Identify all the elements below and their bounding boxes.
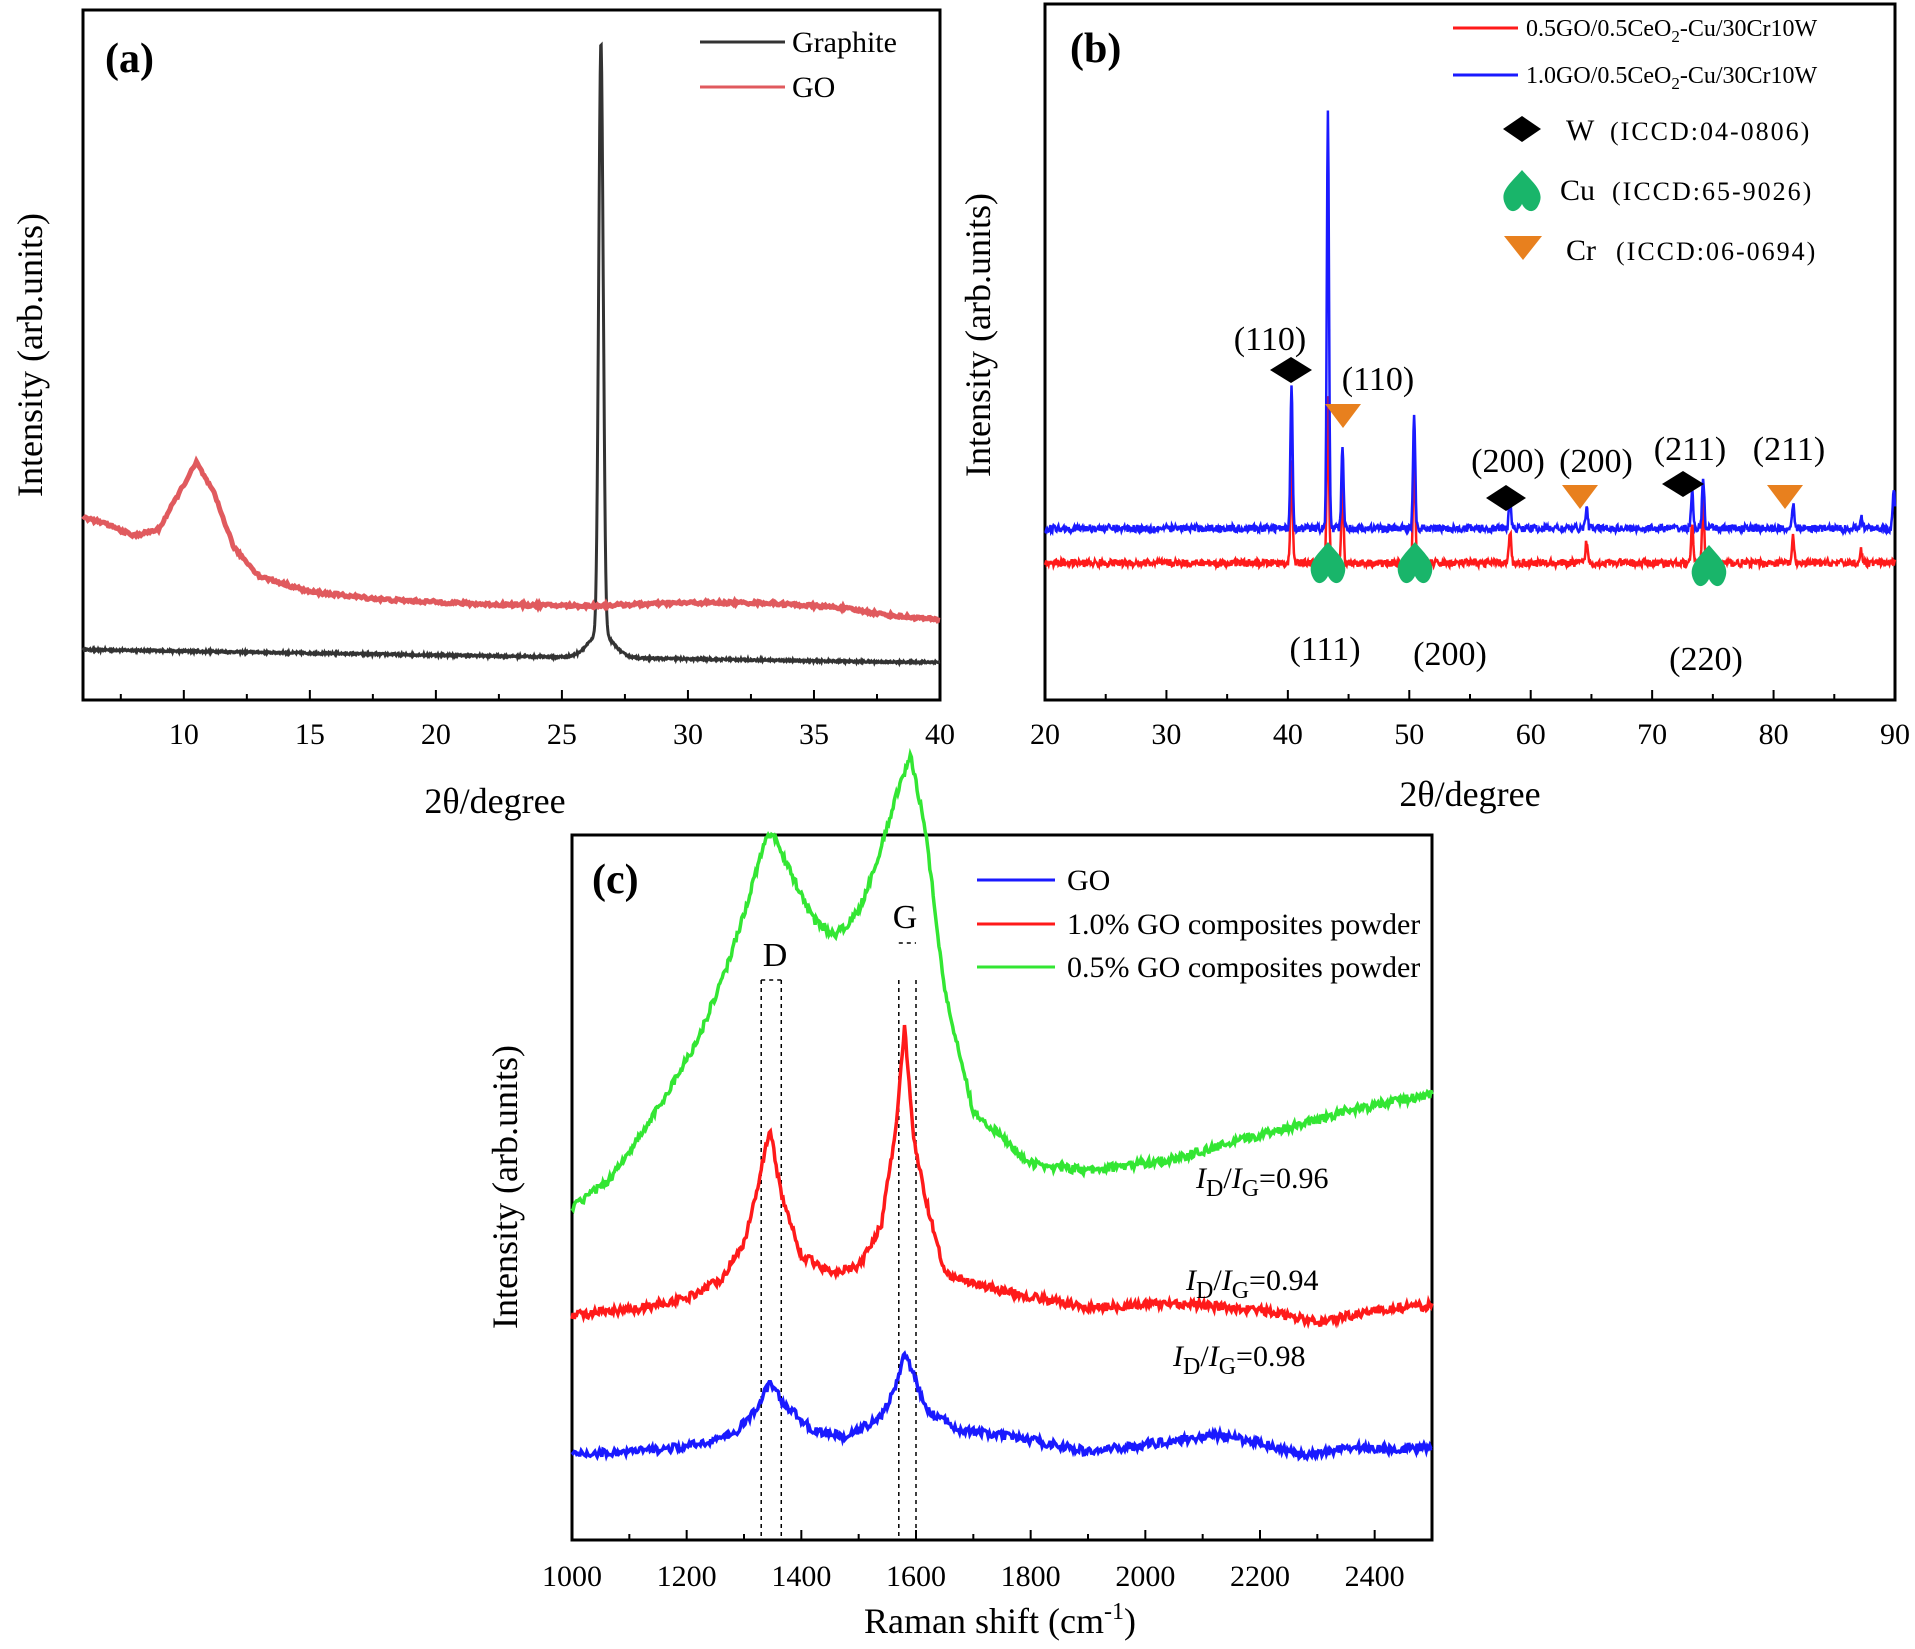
panel-b-legend-w-icdd: (ICCD:04-0806) xyxy=(1610,117,1811,146)
panel-b-legend-red: 0.5GO/0.5CeO2-Cu/30Cr10W xyxy=(1526,16,1817,46)
panel-c-band-g: G xyxy=(893,899,918,936)
panel-c-line-10 xyxy=(570,1024,1434,1330)
panel-b-legend-cu-phase: Cu xyxy=(1560,174,1595,207)
panel-b-line-blue xyxy=(1044,110,1897,537)
panel-b-peak-label-w-200: (200) xyxy=(1471,443,1545,480)
panel-b-label: (b) xyxy=(1070,26,1121,72)
panel-b-legend-cr-triangle xyxy=(1504,236,1542,260)
panel-c-ticks: 1000 1200 1400 1600 1800 2000 2200 2400 xyxy=(542,1530,1405,1593)
panel-b-marker-w-110 xyxy=(1270,357,1312,383)
panel-c-tick-label-1400: 1400 xyxy=(771,1560,831,1593)
panel-b-line-red xyxy=(1043,396,1897,572)
panel-a-tick-label-40: 40 xyxy=(925,718,955,751)
panel-b-tick-label-70: 70 xyxy=(1637,718,1667,751)
panel-a-ticks: 10 15 20 25 30 35 40 xyxy=(119,690,955,751)
panel-b-marker-cu-220 xyxy=(1691,545,1727,587)
panel-a-frame xyxy=(81,8,942,702)
panel-c-tick-label-1200: 1200 xyxy=(657,1560,717,1593)
panel-b-legend-w-diamond xyxy=(1503,116,1541,142)
panel-a-line-go xyxy=(81,455,941,624)
panel-a-tick-label-20: 20 xyxy=(421,718,451,751)
panel-a-tick-label-15: 15 xyxy=(295,718,325,751)
panel-c-legend-go: GO xyxy=(1067,864,1110,897)
panel-a-ylabel: Intensity (arb.units) xyxy=(10,213,50,497)
panel-a-tick-label-30: 30 xyxy=(673,718,703,751)
panel-c-ratio-05: ID/IG=0.96 xyxy=(1195,1162,1328,1202)
panel-c-band-d: D xyxy=(763,937,788,974)
panel-c-line-05 xyxy=(570,747,1434,1215)
panel-b-marker-cu-200 xyxy=(1397,542,1433,584)
panel-b-legend-cr-icdd: (ICCD:06-0694) xyxy=(1616,237,1817,266)
panel-a-label: (a) xyxy=(105,36,154,82)
panel-b-peak-label-w-110: (110) xyxy=(1234,321,1306,358)
panel-b-legend-cr-phase: Cr xyxy=(1566,234,1596,267)
panel-c-tick-label-1000: 1000 xyxy=(542,1560,602,1593)
panel-c-line-go xyxy=(570,1350,1433,1462)
panel-b-peak-label-cu-220: (220) xyxy=(1669,641,1743,678)
panel-b-peak-label-cr-110: (110) xyxy=(1342,361,1414,398)
panel-c-tick-label-2000: 2000 xyxy=(1115,1560,1175,1593)
panel-c-legend-10: 1.0% GO composites powder xyxy=(1067,908,1420,941)
panel-b-marker-cr-200 xyxy=(1562,485,1598,509)
panel-b-tick-label-20: 20 xyxy=(1030,718,1060,751)
panel-a-legend-graphite: Graphite xyxy=(792,26,897,59)
panel-b-marker-w-200 xyxy=(1486,485,1526,511)
panel-a-tick-label-25: 25 xyxy=(547,718,577,751)
panel-a: (a) 10 15 20 25 30 35 40 2θ/degree Intensity (… xyxy=(10,8,955,821)
panel-b-marker-w-211 xyxy=(1662,471,1704,497)
panel-c: (c) 1000 1200 1400 1600 1800 2000 2200 2400 Ram… xyxy=(485,747,1434,1641)
panel-b-xlabel: 2θ/degree xyxy=(1399,774,1540,814)
panel-c-tick-label-1600: 1600 xyxy=(886,1560,946,1593)
panel-c-xlabel: Raman shift (cm-1) xyxy=(864,1599,1136,1641)
panel-a-tick-label-35: 35 xyxy=(799,718,829,751)
panel-b: (b) 20 30 40 50 60 70 80 90 2θ/degree Intensity… xyxy=(958,2,1910,814)
panel-b-frame xyxy=(1043,2,1897,702)
panel-b-peak-label-cr-200: (200) xyxy=(1559,443,1633,480)
panel-b-marker-cr-110 xyxy=(1325,404,1361,428)
panel-b-tick-label-80: 80 xyxy=(1759,718,1789,751)
panel-a-tick-label-10: 10 xyxy=(169,718,199,751)
panel-c-band-guides xyxy=(760,942,917,1540)
panel-b-tick-label-50: 50 xyxy=(1394,718,1424,751)
panel-c-ratio-go: ID/IG=0.98 xyxy=(1172,1340,1305,1380)
panel-b-peak-label-cu-200: (200) xyxy=(1413,636,1487,673)
panel-b-peak-label-cr-211: (211) xyxy=(1753,431,1825,468)
panel-c-ylabel: Intensity (arb.units) xyxy=(485,1045,525,1329)
panel-c-ratio-10: ID/IG=0.94 xyxy=(1185,1264,1318,1304)
panel-c-legend-05: 0.5% GO composites powder xyxy=(1067,951,1420,984)
panel-b-tick-label-40: 40 xyxy=(1273,718,1303,751)
panel-c-tick-label-2200: 2200 xyxy=(1230,1560,1290,1593)
panel-b-legend-w-phase: W xyxy=(1566,114,1595,147)
panel-c-lines xyxy=(570,747,1434,1462)
panel-b-marker-cu-111 xyxy=(1310,542,1346,584)
panel-a-lines xyxy=(81,41,941,668)
panel-c-label: (c) xyxy=(592,857,639,903)
panel-b-legend-cu-heart xyxy=(1503,170,1541,212)
panel-b-ylabel: Intensity (arb.units) xyxy=(958,193,998,477)
panel-b-tick-label-90: 90 xyxy=(1880,718,1910,751)
panel-b-marker-cr-211 xyxy=(1767,485,1803,509)
panel-a-legend-go: GO xyxy=(792,71,835,104)
panel-b-ticks: 20 30 40 50 60 70 80 90 xyxy=(1030,690,1910,751)
panel-c-tick-label-1800: 1800 xyxy=(1001,1560,1061,1593)
panel-c-frame xyxy=(570,833,1434,1542)
panel-a-xlabel: 2θ/degree xyxy=(424,781,565,821)
panel-b-legend-blue: 1.0GO/0.5CeO2-Cu/30Cr10W xyxy=(1526,63,1817,93)
panel-a-line-graphite xyxy=(81,41,941,668)
panel-b-legend-cu-icdd: (ICCD:65-9026) xyxy=(1612,177,1813,206)
panel-b-lines xyxy=(1043,110,1897,572)
panel-b-tick-label-60: 60 xyxy=(1516,718,1546,751)
panel-b-peak-label-cu-111: (111) xyxy=(1289,631,1360,668)
panel-b-peak-label-w-211: (211) xyxy=(1654,431,1726,468)
panel-b-tick-label-30: 30 xyxy=(1151,718,1181,751)
panel-c-tick-label-2400: 2400 xyxy=(1345,1560,1405,1593)
